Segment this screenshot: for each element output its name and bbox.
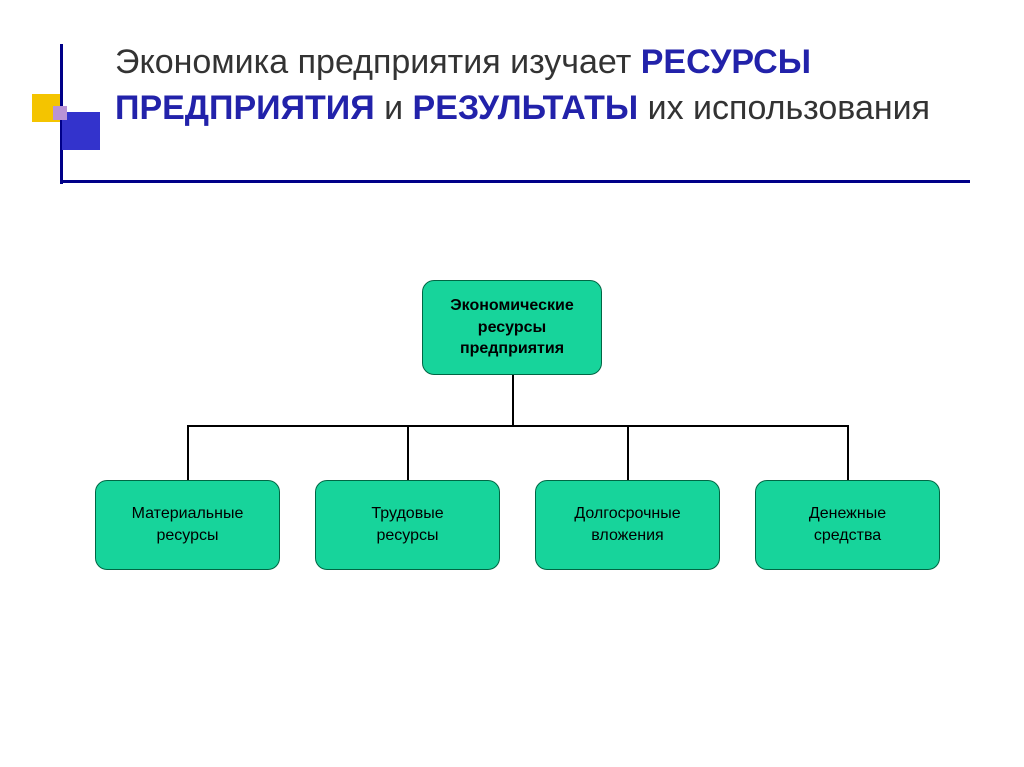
child-1-line-1: Материальные [132, 503, 244, 525]
child-node-3: Долгосрочные вложения [535, 480, 720, 570]
root-line-1: Экономические [450, 295, 573, 317]
connector-hbar [187, 425, 849, 427]
child-node-4: Денежные средства [755, 480, 940, 570]
org-chart: Экономические ресурсы предприятия Матери… [0, 260, 1024, 660]
title-middle: и [375, 89, 413, 127]
child-2-line-1: Трудовые [371, 503, 443, 525]
slide-decoration [32, 64, 102, 164]
title-prefix: Экономика предприятия изучает [115, 43, 641, 81]
root-node: Экономические ресурсы предприятия [422, 280, 602, 375]
connector-child-3 [627, 425, 629, 480]
connector-root [512, 375, 514, 425]
child-1-line-2: ресурсы [156, 525, 218, 547]
connector-child-4 [847, 425, 849, 480]
root-line-2: ресурсы [478, 317, 546, 339]
root-line-3: предприятия [460, 338, 564, 360]
child-node-1: Материальные ресурсы [95, 480, 280, 570]
connector-child-1 [187, 425, 189, 480]
title-suffix: их использования [638, 89, 930, 127]
deco-horizontal-line [60, 180, 970, 183]
child-2-line-2: ресурсы [376, 525, 438, 547]
deco-square-blue [62, 112, 100, 150]
connector-child-2 [407, 425, 409, 480]
child-3-line-1: Долгосрочные [574, 503, 680, 525]
child-node-2: Трудовые ресурсы [315, 480, 500, 570]
deco-square-purple [53, 106, 67, 120]
title-emphasis-2: РЕЗУЛЬТАТЫ [413, 89, 639, 127]
child-4-line-2: средства [814, 525, 881, 547]
slide-title: Экономика предприятия изучает РЕСУРСЫ ПР… [115, 40, 945, 132]
child-4-line-1: Денежные [809, 503, 886, 525]
child-3-line-2: вложения [591, 525, 663, 547]
